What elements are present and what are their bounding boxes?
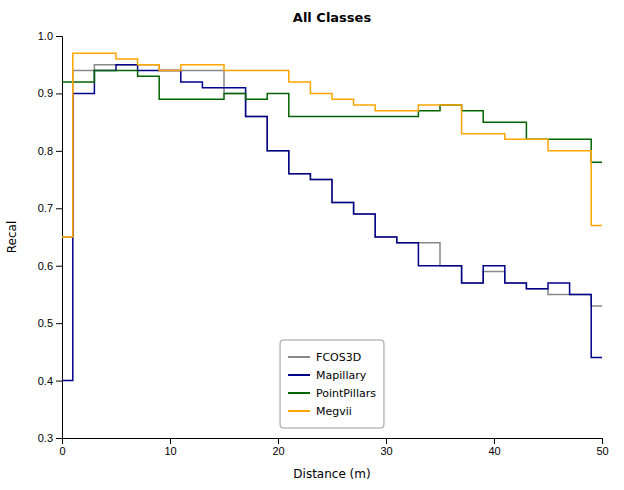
title: All Classes <box>293 10 372 25</box>
tick-label: 0.4 <box>38 375 53 387</box>
axis-domain <box>56 37 63 439</box>
tick-mark <box>56 266 62 267</box>
legend-swatch <box>288 392 310 394</box>
legend-swatch <box>288 356 310 358</box>
tick-label: 0.8 <box>38 145 53 157</box>
tick-label: 0 <box>59 445 65 457</box>
tick: 0.3 <box>38 432 62 444</box>
legend-label: FCOS3D <box>316 351 361 364</box>
tick-label: 20 <box>272 445 284 457</box>
tick-mark <box>56 36 62 37</box>
y-axis-title: Recal <box>5 221 19 253</box>
plot: 0 10 20 30 40 50 0.3 0.4 0.5 0.6 0.7 0.8 0.9 1.0 FCOS3… <box>38 30 609 457</box>
tick-mark <box>56 438 62 439</box>
tick-label: 0.3 <box>38 432 53 444</box>
axis-domain <box>63 439 603 445</box>
tick-mark <box>56 93 62 94</box>
tick-label: 30 <box>380 445 392 457</box>
tick: 0.7 <box>38 202 62 214</box>
series-line <box>62 65 602 381</box>
tick-label: 0.9 <box>38 87 53 99</box>
legend-swatch <box>288 410 310 412</box>
tick-mark <box>602 438 603 444</box>
y-axis: 0.3 0.4 0.5 0.6 0.7 0.8 0.9 1.0 <box>38 30 63 444</box>
tick: 1.0 <box>38 30 62 42</box>
tick-mark <box>56 381 62 382</box>
tick-mark <box>494 438 495 444</box>
tick-label: 0.6 <box>38 260 53 272</box>
tick: 50 <box>596 438 608 457</box>
tick-mark <box>386 438 387 444</box>
tick-label: 50 <box>596 445 608 457</box>
tick-mark <box>56 151 62 152</box>
x-axis: 0 10 20 30 40 50 <box>59 438 608 457</box>
tick: 0.6 <box>38 260 62 272</box>
tick-label: 1.0 <box>38 30 53 42</box>
tick-label: 40 <box>488 445 500 457</box>
tick: 30 <box>380 438 392 457</box>
tick: 0.8 <box>38 145 62 157</box>
tick-mark <box>170 438 171 444</box>
tick: 10 <box>164 438 176 457</box>
series-line <box>62 70 602 162</box>
tick-label: 0.5 <box>38 317 53 329</box>
tick-mark <box>56 323 62 324</box>
lines <box>62 53 602 380</box>
tick-mark <box>56 208 62 209</box>
tick: 0.9 <box>38 87 62 99</box>
series-line <box>62 53 602 237</box>
tick: 0 <box>59 438 65 457</box>
tick: 20 <box>272 438 284 457</box>
tick: 0.5 <box>38 317 62 329</box>
chart: 0 10 20 30 40 50 0.3 0.4 0.5 0.6 0.7 0.8 0.9 1.0 FCOS3… <box>0 0 624 490</box>
tick: 40 <box>488 438 500 457</box>
legend-box <box>280 340 384 428</box>
tick-label: 0.7 <box>38 202 53 214</box>
x-axis-title: Distance (m) <box>293 467 370 481</box>
legend-label: PointPillars <box>316 387 376 400</box>
legend-label: Megvii <box>316 405 352 418</box>
tick-label: 10 <box>164 445 176 457</box>
legend-swatch <box>288 374 310 376</box>
tick-mark <box>278 438 279 444</box>
tick: 0.4 <box>38 375 62 387</box>
legend-label: Mapillary <box>316 369 367 382</box>
legend: FCOS3D Mapillary PointPillars Megvii <box>280 340 384 428</box>
